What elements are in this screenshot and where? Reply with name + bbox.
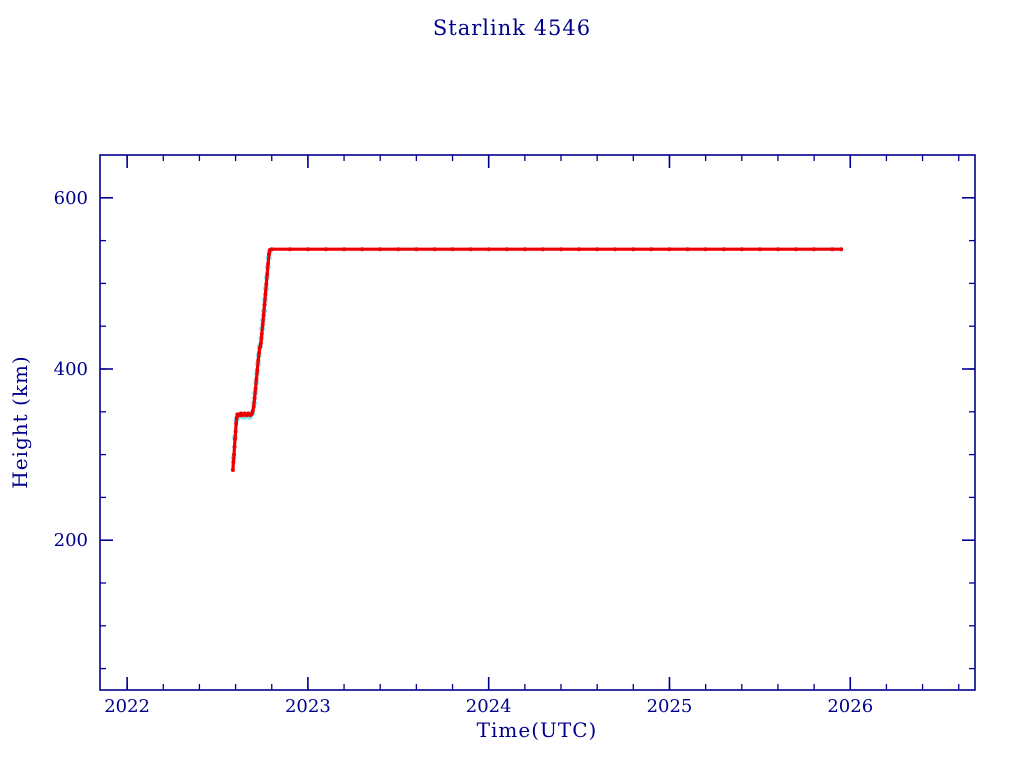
data-point-tle-height-track — [266, 261, 271, 266]
data-point-tle-height-track — [812, 247, 817, 252]
data-point-tle-height-track — [256, 358, 261, 363]
data-point-tle-height-track — [258, 341, 263, 346]
axis-frame — [99, 154, 976, 691]
data-point-tle-height-track — [685, 247, 690, 252]
data-point-tle-height-track — [267, 252, 271, 257]
data-point-tle-height-track — [839, 247, 844, 252]
data-point-tle-height-track — [360, 247, 365, 252]
data-point-tle-height-track — [721, 247, 726, 252]
data-point-tle-height-track — [450, 247, 455, 252]
data-point-tle-height-track — [703, 247, 708, 252]
data-point-tle-height-track — [414, 247, 419, 252]
data-point-tle-height-track — [757, 247, 762, 252]
y-tick-label: 200 — [54, 530, 88, 551]
x-tick-label: 2024 — [466, 696, 512, 717]
data-point-tle-height-track — [739, 247, 744, 252]
data-point-tle-height-track — [830, 247, 835, 252]
data-point-tle-height-track — [613, 247, 618, 252]
data-point-tle-height-track — [559, 247, 563, 252]
data-point-tle-height-track — [287, 247, 292, 252]
data-point-tle-height-track — [522, 247, 527, 252]
data-point-tle-height-track — [260, 322, 265, 327]
data-point-tle-height-track — [259, 331, 264, 336]
data-point-tle-height-track — [252, 396, 257, 401]
data-point-tle-height-track — [577, 247, 582, 252]
x-tick-label: 2026 — [827, 696, 873, 717]
data-point-tle-height-track — [233, 429, 238, 434]
data-point-tle-height-track — [231, 460, 236, 465]
data-point-tle-height-track — [595, 247, 600, 252]
chart-title: Starlink 4546 — [432, 16, 592, 40]
x-tick-label: 2023 — [285, 696, 331, 717]
data-point-tle-height-track — [255, 367, 260, 372]
data-point-tle-height-track — [262, 302, 267, 307]
data-point-tle-height-track — [232, 444, 237, 449]
x-tick-label: 2025 — [647, 696, 693, 717]
data-point-tle-height-track — [264, 282, 269, 287]
data-point-tle-height-track — [667, 247, 672, 252]
data-point-tle-height-track — [504, 247, 509, 252]
data-point-tle-height-track — [396, 247, 401, 252]
data-point-tle-height-track — [234, 421, 239, 426]
data-point-tle-height-track — [540, 247, 545, 252]
data-point-tle-height-track — [250, 408, 255, 413]
data-point-tle-height-track — [269, 247, 274, 252]
data-point-tle-height-track — [794, 247, 798, 252]
data-point-tle-height-track — [324, 247, 328, 252]
y-tick-label: 600 — [54, 188, 88, 209]
data-point-tle-height-track — [468, 247, 473, 252]
data-point-tle-height-track — [254, 377, 259, 382]
data-point-tle-height-track — [230, 468, 235, 472]
data-point-tle-height-track — [261, 313, 266, 318]
data-point-tle-height-track — [305, 247, 310, 252]
data-point-tle-height-track — [258, 344, 263, 349]
data-point-tle-height-track — [775, 247, 780, 252]
x-axis-label: Time(UTC) — [476, 718, 598, 742]
data-point-tle-height-track — [253, 386, 258, 391]
data-point-tle-height-track — [649, 247, 654, 252]
data-point-tle-height-track — [631, 247, 636, 252]
series-line-tle-height-track — [231, 247, 843, 472]
data-point-tle-height-track — [232, 452, 236, 457]
data-point-tle-height-track — [233, 437, 237, 442]
y-tick-label: 400 — [54, 359, 88, 380]
data-point-tle-height-track — [378, 247, 383, 252]
data-point-tle-height-track — [265, 272, 270, 276]
data-point-tle-height-track — [251, 404, 256, 409]
data-point-tle-height-track — [257, 350, 262, 355]
data-point-tle-height-track — [263, 292, 268, 297]
data-point-tle-height-track — [486, 247, 491, 252]
data-point-tle-height-track — [432, 247, 437, 252]
x-tick-label: 2022 — [104, 696, 150, 717]
data-point-tle-height-track — [342, 247, 347, 252]
